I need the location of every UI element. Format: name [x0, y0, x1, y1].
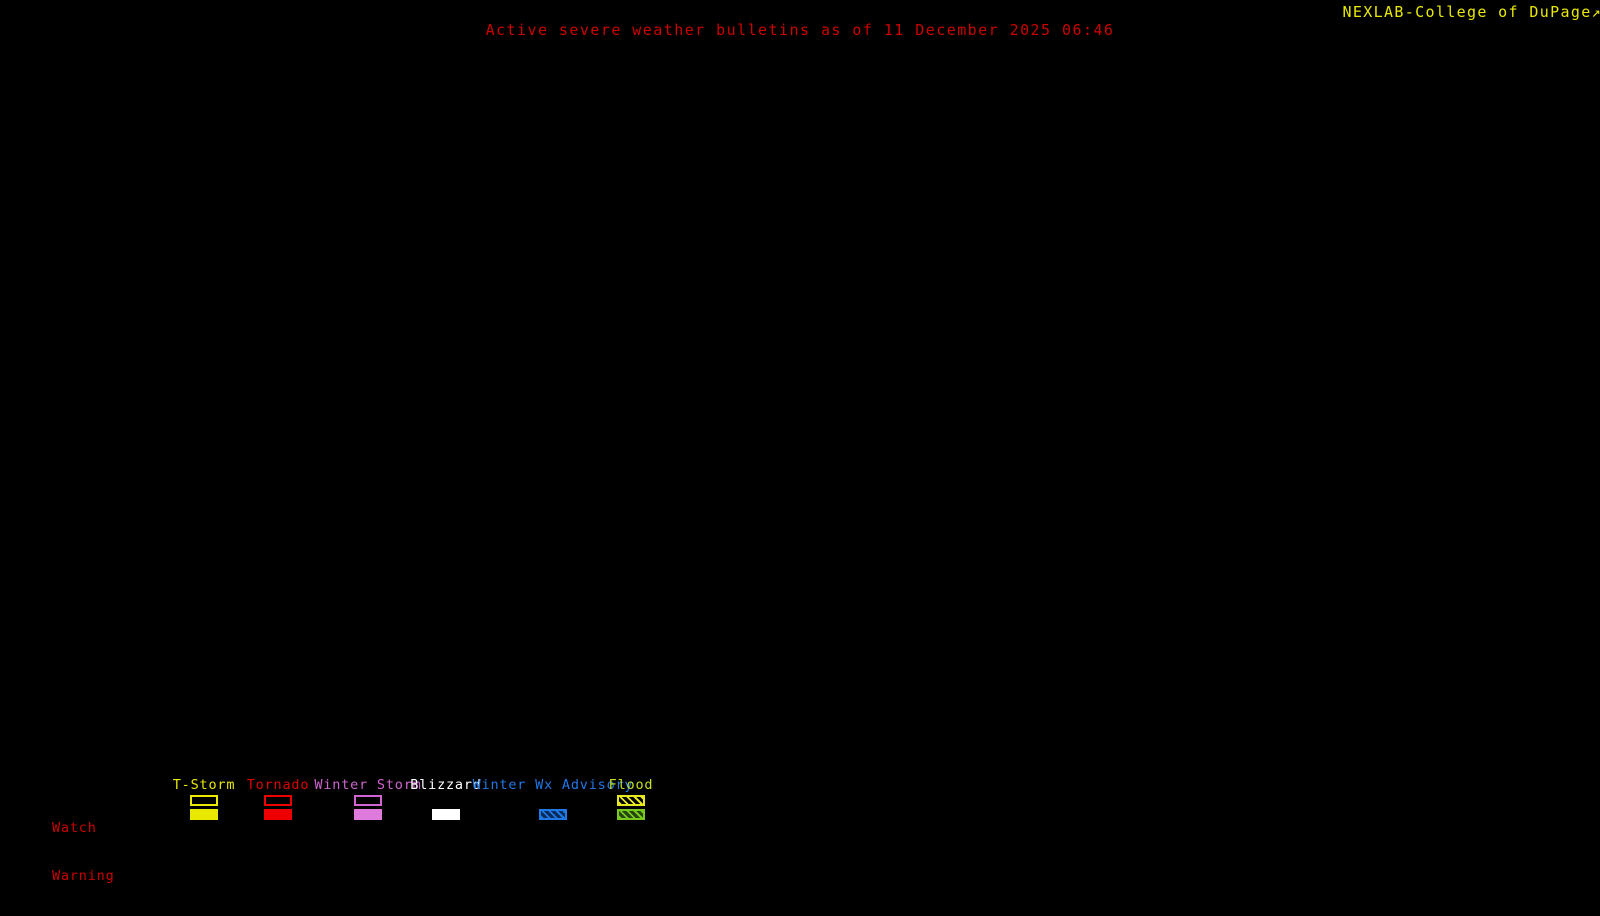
legend-swatch-winter-storm-watch: [354, 795, 382, 806]
legend-swatch-blizzard-warning: [432, 809, 460, 820]
legend-column-winter-wx-advisory[interactable]: Winter Wx Advisory: [438, 776, 668, 826]
legend-column-blizzard[interactable]: Blizzard: [394, 776, 498, 826]
legend-title-winter-wx-advisory: Winter Wx Advisory: [472, 777, 634, 793]
legend-column-t-storm[interactable]: T-Storm: [152, 776, 256, 826]
legend-swatch-t-storm-warning: [190, 809, 218, 820]
legend-title-blizzard: Blizzard: [410, 777, 482, 793]
legend-title-flood: Flood: [608, 777, 654, 793]
legend-swatch-t-storm-watch: [190, 795, 218, 806]
legend-title-t-storm: T-Storm: [172, 777, 236, 793]
legend-row-label-watch: Watch: [52, 820, 97, 836]
legend-row-label-warning: Warning: [52, 868, 115, 884]
brand-label: NEXLAB-College of DuPage↗: [1342, 3, 1600, 21]
legend: Watch Warning T-Storm Tornado Winter Sto…: [52, 776, 672, 884]
legend-title-tornado: Tornado: [246, 777, 310, 793]
legend-swatch-tornado-warning: [264, 809, 292, 820]
legend-swatch-flood-watch: [617, 795, 645, 806]
legend-swatch-tornado-watch: [264, 795, 292, 806]
legend-title-winter-storm: Winter Storm: [314, 777, 422, 793]
legend-swatch-winter-wx-advisory-warning: [539, 809, 567, 820]
legend-column-tornado[interactable]: Tornado: [226, 776, 330, 826]
legend-swatch-flood-warning: [617, 809, 645, 820]
legend-row-labels: Watch Warning: [52, 788, 132, 916]
legend-swatch-winter-storm-warning: [354, 809, 382, 820]
legend-column-flood[interactable]: Flood: [592, 776, 670, 826]
legend-column-winter-storm[interactable]: Winter Storm: [292, 776, 444, 826]
external-link-icon[interactable]: ↗: [1591, 3, 1600, 21]
brand-text: NEXLAB-College of DuPage: [1342, 3, 1592, 21]
